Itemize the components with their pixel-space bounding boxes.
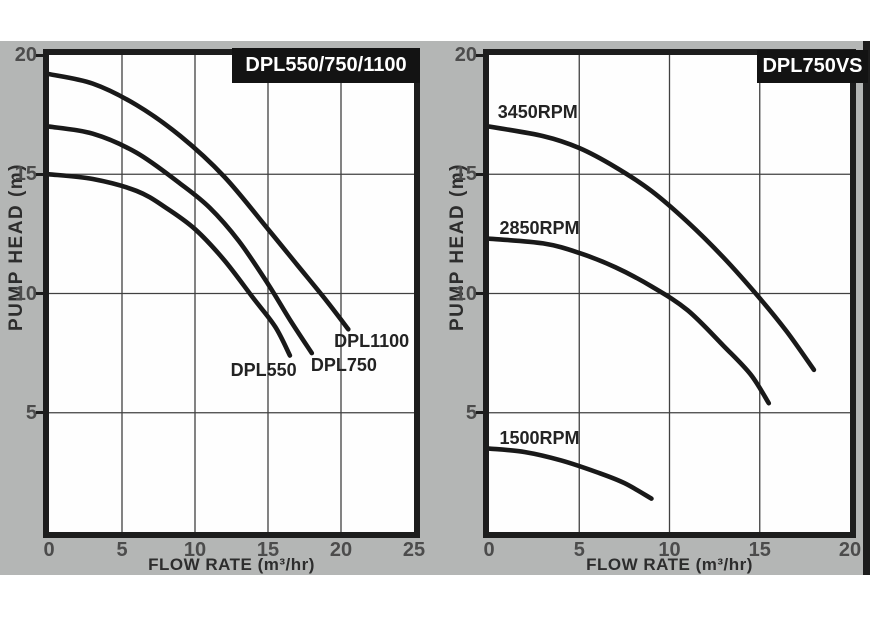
y-tick-label: 15 (14, 163, 37, 186)
x-tick-label: 5 (116, 539, 128, 561)
page-edge-strip (863, 41, 870, 575)
x-tick-label: 5 (573, 539, 585, 561)
x-tick-label: 0 (483, 539, 495, 561)
y-tick-mark (36, 411, 43, 415)
y-tick-label: 15 (454, 163, 477, 186)
x-tick-label: 20 (838, 539, 862, 561)
curve-label-3450rpm: 3450RPM (497, 102, 578, 123)
pump-curve-dpl1100 (49, 71, 351, 332)
y-tick-label: 20 (14, 44, 37, 66)
y-tick-label: 5 (465, 401, 477, 424)
y-tick-label: 20 (454, 44, 477, 66)
y-tick-mark (36, 292, 43, 295)
curve-label-dpl750: DPL750 (310, 355, 377, 376)
y-tick-label: 10 (14, 282, 37, 305)
chart-dpl-fixed-speed: DPL550 DPL750 DPL1100 (43, 49, 420, 538)
y-tick-label: 5 (25, 401, 37, 424)
curve-label-dpl550: DPL550 (230, 359, 297, 380)
y-tick-mark (36, 53, 43, 57)
curve-label-dpl1100: DPL1100 (334, 331, 410, 352)
pump-curve-dpl550 (49, 171, 293, 358)
flow-rate-axis-label: FLOW RATE (m³/hr) (586, 555, 753, 574)
chart-title-badge: DPL750VS (757, 50, 868, 83)
y-tick-mark (36, 172, 43, 176)
curve-label-1500rpm: 1500RPM (499, 427, 580, 448)
x-tick-label: 25 (402, 539, 426, 561)
x-tick-label: 15 (748, 539, 771, 561)
x-tick-label: 15 (256, 539, 280, 561)
y-tick-mark (476, 292, 483, 295)
chart-dpl750vs-grid-and-curves (489, 55, 850, 532)
pump-curve-2850rpm (489, 236, 772, 406)
y-tick-mark (476, 172, 483, 176)
x-tick-label: 20 (329, 539, 353, 561)
curve-label-2850rpm: 2850RPM (499, 217, 580, 238)
x-tick-label: 10 (658, 539, 681, 561)
x-tick-label: 10 (183, 539, 207, 561)
chart-dpl-grid-and-curves (49, 55, 414, 532)
x-tick-label: 0 (43, 539, 55, 561)
pump-curve-3450rpm (489, 124, 817, 373)
y-tick-label: 10 (454, 282, 477, 305)
flow-rate-axis-label: FLOW RATE (m³/hr) (148, 555, 315, 574)
pump-curve-dpl750 (49, 124, 315, 356)
chart-dpl750vs-variable-speed: 3450RPM 2850RPM 1500RPM (483, 49, 856, 538)
chart-title-badge: DPL550/750/1100 (232, 48, 420, 83)
y-tick-mark (476, 411, 483, 415)
y-tick-mark (476, 53, 483, 57)
pump-curve-1500rpm (489, 446, 654, 501)
